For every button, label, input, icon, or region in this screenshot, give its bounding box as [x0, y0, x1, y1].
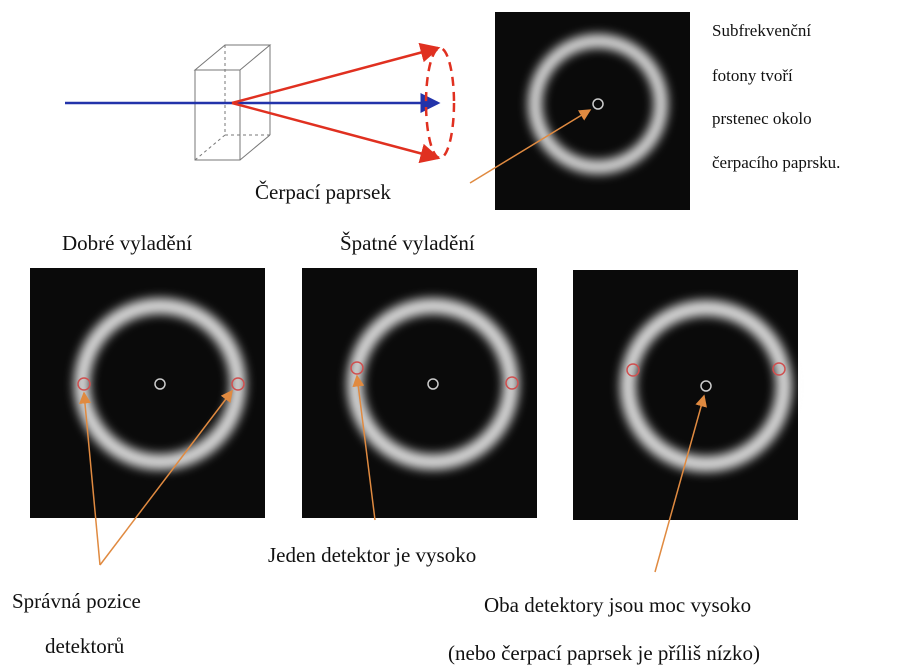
one-high: Jeden detektor je vysoko [268, 543, 476, 567]
correct-label: Správná pozice [12, 589, 141, 613]
cone-end [424, 46, 456, 160]
signal-beam [231, 42, 441, 105]
note-line: prstenec okolo [712, 109, 812, 128]
ring-image [495, 12, 690, 210]
bad-title: Špatné vyladění [340, 231, 475, 255]
ring-image [302, 268, 537, 518]
good-title: Dobré vyladění [62, 231, 192, 255]
crystal [193, 44, 272, 161]
both-high: Oba detektory jsou moc vysoko [484, 593, 751, 617]
note-line: Subfrekvenční [712, 21, 811, 40]
note-line: fotony tvoří [712, 66, 793, 85]
both-high: (nebo čerpací paprsek je příliš nízko) [448, 641, 760, 665]
note-line: čerpacího paprsku. [712, 153, 840, 172]
correct-label: detektorů [45, 634, 125, 658]
ring-image [573, 270, 798, 520]
signal-beam [231, 101, 441, 164]
pointer [78, 109, 707, 573]
pump-label: Čerpací paprsek [255, 180, 391, 204]
